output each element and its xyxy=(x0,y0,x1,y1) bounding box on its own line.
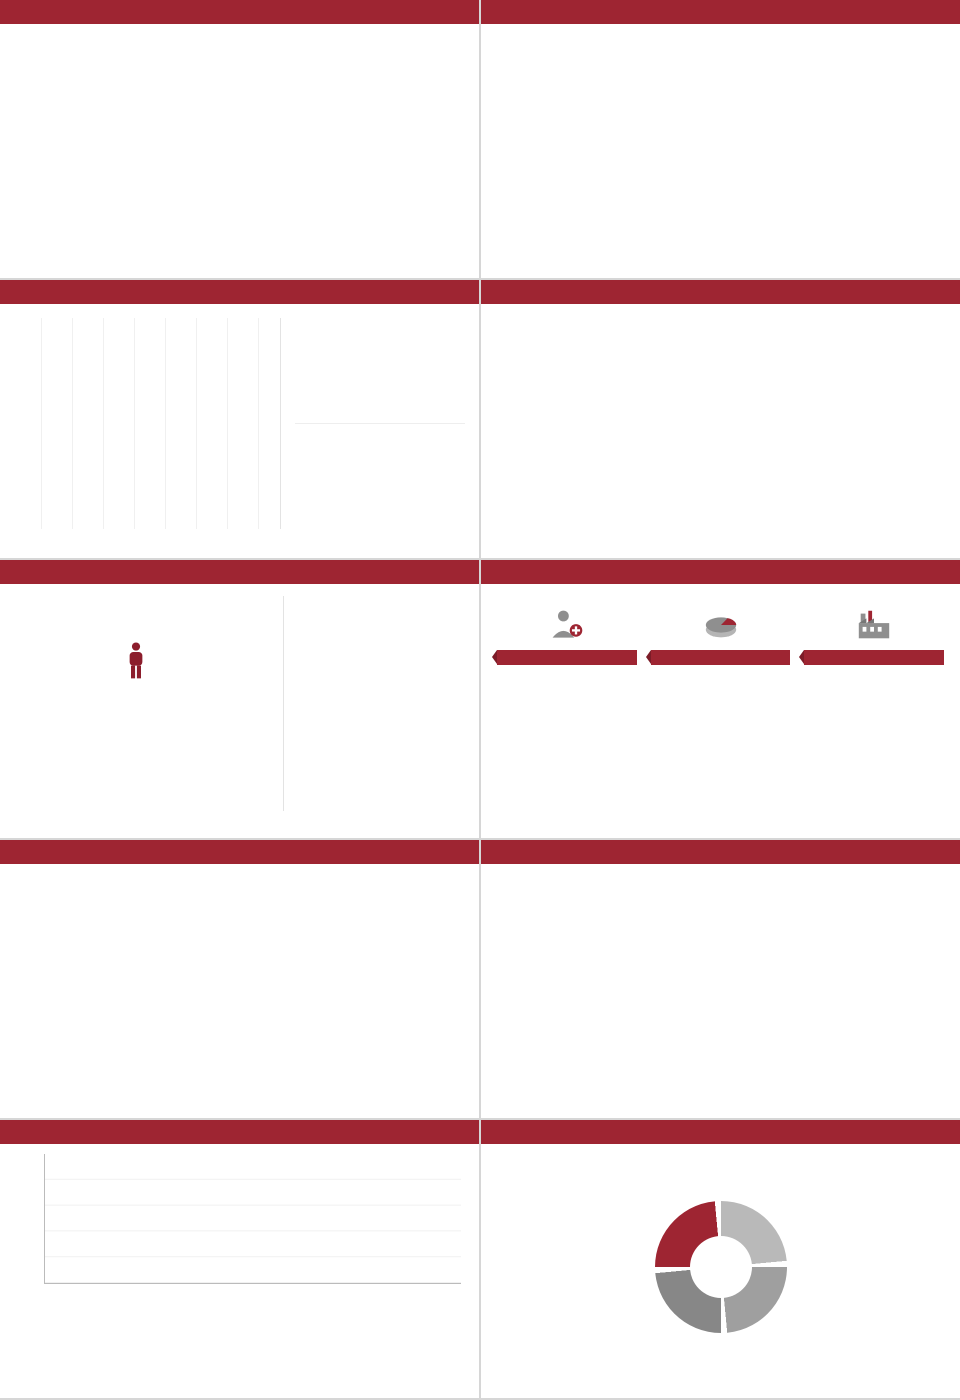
stats-column xyxy=(282,596,465,811)
slide-footer xyxy=(0,263,479,278)
slide-17-body xyxy=(481,584,960,823)
text-block xyxy=(815,1214,949,1218)
text-column xyxy=(782,316,946,531)
comparison-panel xyxy=(730,32,947,263)
slide-17-header xyxy=(481,560,960,584)
left-column xyxy=(493,1158,627,1375)
slide-footer xyxy=(481,1383,960,1398)
slide-13-body xyxy=(481,24,960,263)
segmented-ring xyxy=(654,1200,787,1333)
ring-item xyxy=(356,882,461,1103)
slide-13-header xyxy=(481,0,960,24)
parallel-column xyxy=(645,600,791,823)
stat-block xyxy=(295,407,465,424)
slide-footer xyxy=(481,543,960,558)
caption-block xyxy=(257,1297,436,1301)
slide-18[interactable] xyxy=(0,840,479,1118)
slide-footer xyxy=(0,1103,479,1118)
slide-footer xyxy=(0,1383,479,1398)
ring-item xyxy=(244,882,349,1103)
nurse-icon xyxy=(497,600,637,650)
pie-chart-icon xyxy=(651,600,791,650)
slide-14[interactable] xyxy=(0,280,479,558)
stat-block xyxy=(298,712,465,716)
donut-column xyxy=(14,596,273,811)
slide-footer xyxy=(481,1103,960,1118)
ring-chart xyxy=(38,882,102,946)
slide-16-body xyxy=(0,584,479,823)
slide-footer xyxy=(0,823,479,838)
slide-12-body xyxy=(0,24,479,263)
slide-20[interactable] xyxy=(0,1120,479,1398)
slide-21-header xyxy=(481,1120,960,1144)
plot-area xyxy=(44,1154,461,1284)
ring-chart xyxy=(151,882,215,946)
stats-column xyxy=(280,318,465,529)
slide-14-body xyxy=(0,304,479,543)
slide-17[interactable] xyxy=(481,560,960,838)
slide-19-header xyxy=(481,840,960,864)
slide-19[interactable] xyxy=(481,840,960,1118)
slide-21-body xyxy=(481,1144,960,1383)
comparison-panel xyxy=(495,32,712,263)
text-block xyxy=(782,436,942,440)
slide-20-header xyxy=(0,1120,479,1144)
slide-footer xyxy=(0,543,479,558)
chart-legend xyxy=(730,32,947,42)
caption-row xyxy=(18,1297,461,1301)
slide-19-body xyxy=(481,864,960,1103)
ring-chart xyxy=(264,882,328,946)
slide-20-body xyxy=(0,1144,479,1383)
chart-legend xyxy=(497,874,944,884)
slide-15-header xyxy=(481,280,960,304)
slide-12[interactable] xyxy=(0,0,479,278)
slide-15-body xyxy=(481,304,960,543)
caption-block xyxy=(44,1297,223,1301)
donut-chart xyxy=(80,606,192,718)
slide-21[interactable] xyxy=(481,1120,960,1398)
right-column xyxy=(815,1158,949,1375)
cone-chart xyxy=(18,1154,461,1284)
stat-block xyxy=(298,692,465,696)
parallel-column xyxy=(492,600,637,823)
y-axis xyxy=(18,1154,44,1284)
cycle-diagram xyxy=(631,1158,811,1375)
text-block xyxy=(782,408,942,412)
chart-legend xyxy=(495,32,712,42)
hbar-chart xyxy=(14,318,269,529)
column-banner[interactable] xyxy=(492,650,637,665)
ring-chart xyxy=(377,882,441,946)
chart-column xyxy=(495,316,768,531)
text-block xyxy=(815,1315,949,1319)
slide-16-header xyxy=(0,560,479,584)
parallel-column xyxy=(799,600,945,823)
ring-item xyxy=(131,882,236,1103)
text-block xyxy=(493,1214,627,1218)
slide-13[interactable] xyxy=(481,0,960,278)
slide-18-body xyxy=(0,864,479,1103)
slide-16[interactable] xyxy=(0,560,479,838)
slide-18-header xyxy=(0,840,479,864)
slide-footer xyxy=(481,823,960,838)
male-person-icon xyxy=(130,642,143,679)
factory-icon xyxy=(804,600,944,650)
slide-15[interactable] xyxy=(481,280,960,558)
column-banner[interactable] xyxy=(645,650,791,665)
text-block xyxy=(493,1315,627,1319)
ring-item xyxy=(18,882,123,1103)
slide-12-header xyxy=(0,0,479,24)
slide-footer xyxy=(481,263,960,278)
column-banner[interactable] xyxy=(799,650,945,665)
stat-block xyxy=(295,437,465,441)
slide-14-header xyxy=(0,280,479,304)
